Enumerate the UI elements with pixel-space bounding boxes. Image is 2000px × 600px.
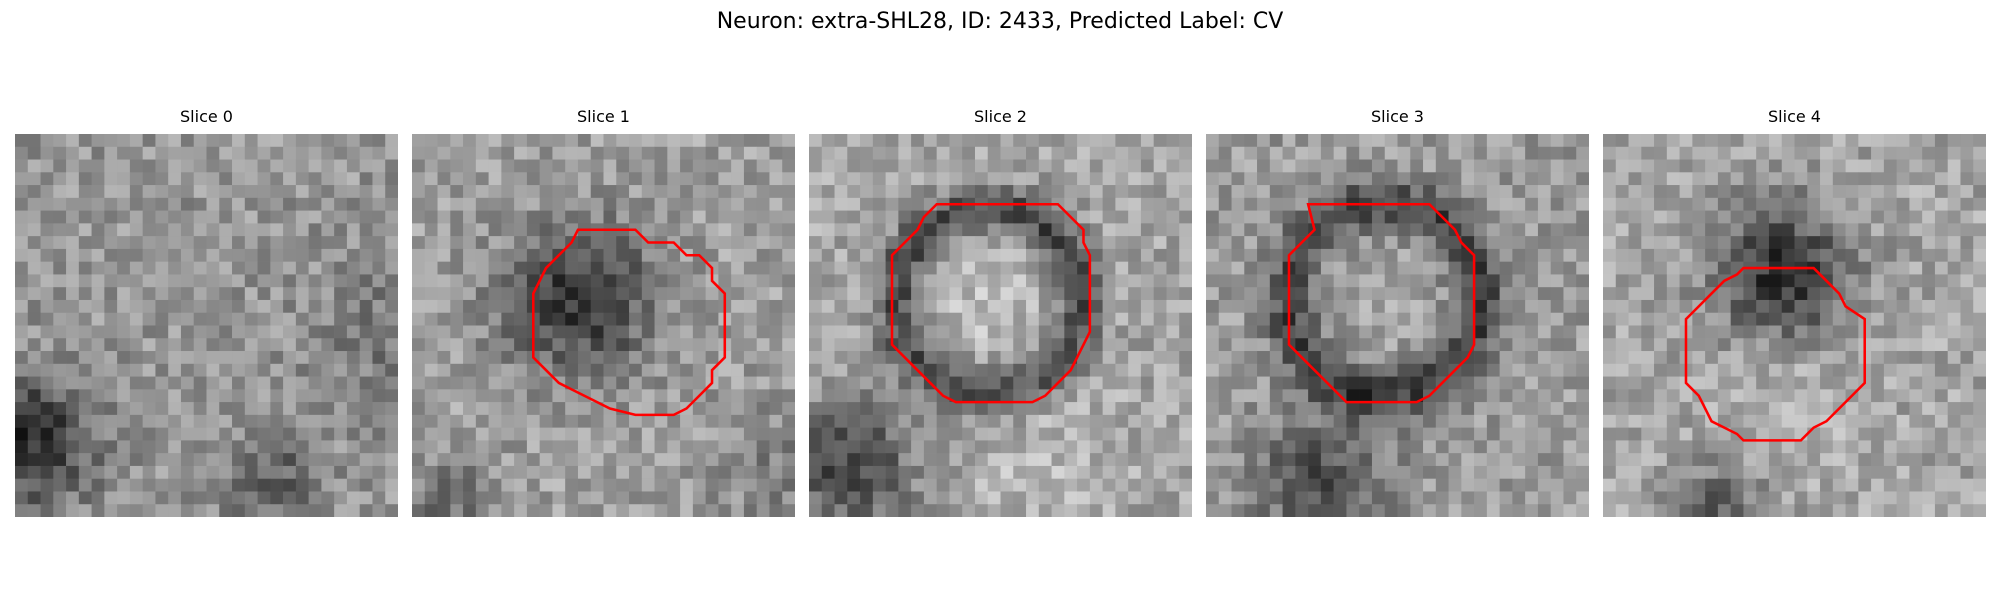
segmentation-contour — [532, 228, 727, 417]
slice-image — [1206, 134, 1589, 517]
slice-image — [412, 134, 795, 517]
grayscale-micrograph — [1603, 134, 1986, 517]
grayscale-micrograph — [809, 134, 1192, 517]
slice-title: Slice 2 — [974, 107, 1027, 126]
segmentation-contour — [1684, 266, 1866, 442]
slice-title: Slice 4 — [1768, 107, 1821, 126]
slice-image — [15, 134, 398, 517]
slice-image — [1603, 134, 1986, 517]
slice-title: Slice 1 — [577, 107, 630, 126]
segmentation-contour — [890, 202, 1092, 404]
slice-image — [809, 134, 1192, 517]
grayscale-micrograph — [1206, 134, 1589, 517]
figure-title: Neuron: extra-SHL28, ID: 2433, Predicted… — [716, 9, 1284, 34]
grayscale-micrograph — [412, 134, 795, 517]
slice-title: Slice 0 — [180, 107, 233, 126]
segmentation-contour — [1287, 202, 1476, 404]
grayscale-micrograph — [15, 134, 398, 517]
slice-title: Slice 3 — [1371, 107, 1424, 126]
